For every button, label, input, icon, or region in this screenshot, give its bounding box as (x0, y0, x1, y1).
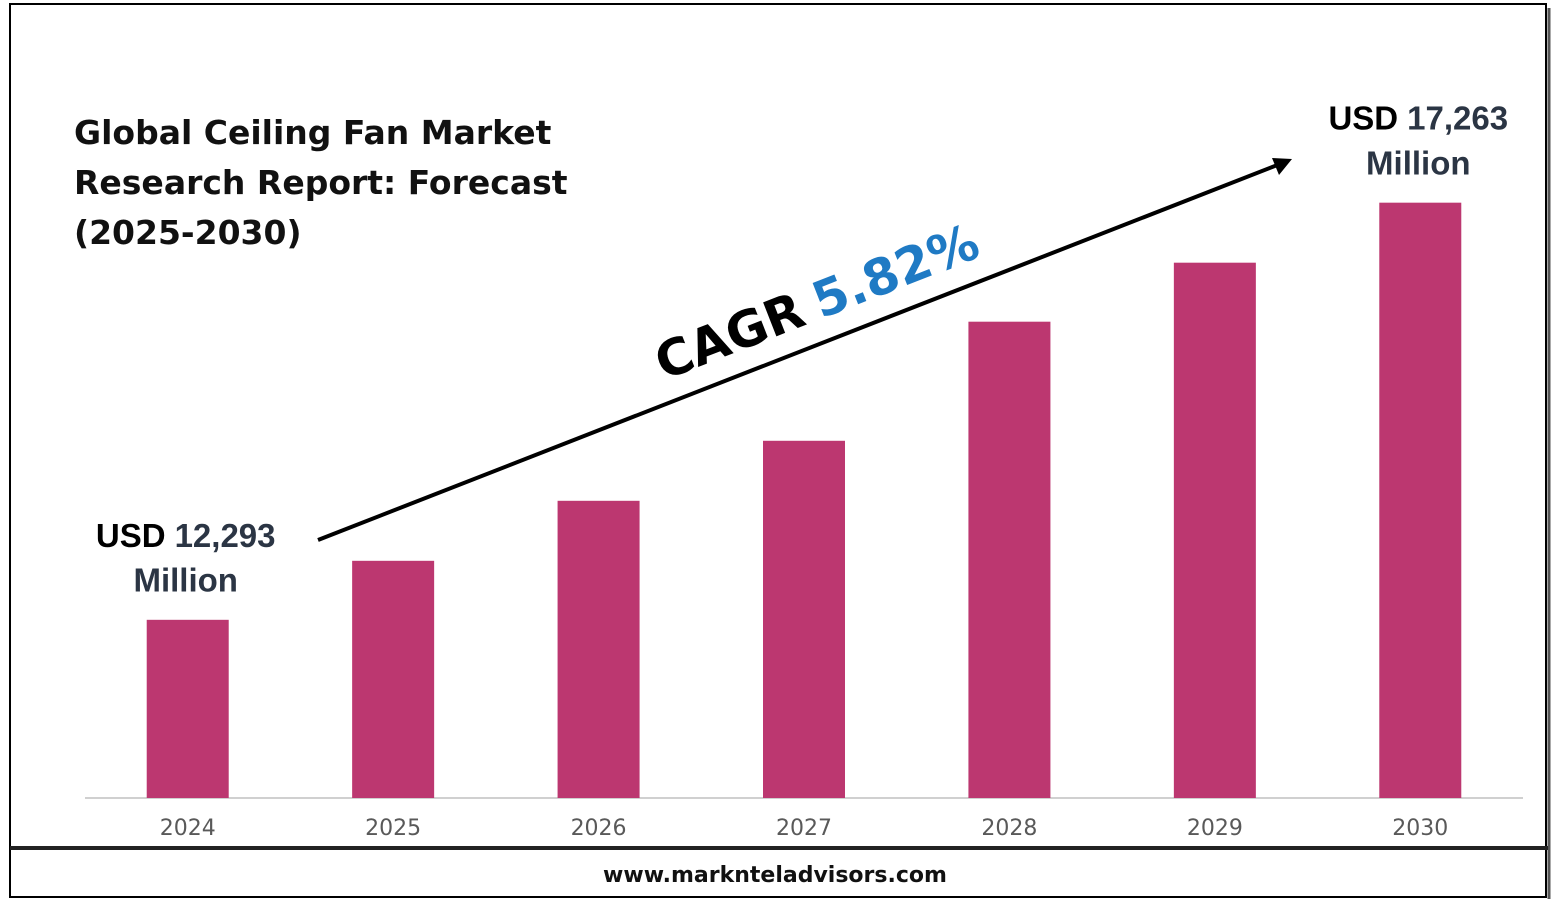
x-tick-label: 2030 (1392, 816, 1448, 841)
bar (352, 560, 435, 798)
x-tick-label: 2026 (571, 816, 627, 841)
cagr-value: 5.82% (804, 212, 987, 329)
frame (9, 3, 1547, 898)
bar (146, 619, 229, 798)
value-label-suffix: Million (133, 562, 237, 599)
x-tick-label: 2029 (1187, 816, 1243, 841)
x-tick-label: 2027 (776, 816, 832, 841)
source: www.marknteladvisors.com (603, 863, 947, 888)
value-label: USD 17,263 (1328, 99, 1508, 136)
bar (557, 500, 640, 798)
bar (1379, 202, 1462, 798)
bar (1173, 262, 1256, 798)
value-label-prefix: USD (1328, 99, 1398, 136)
chart-title: Global Ceiling Fan Market Research Repor… (74, 113, 568, 252)
cagr-arrow (317, 162, 1281, 542)
cagr-annotation: CAGR5.82% (647, 212, 987, 391)
x-tick-label: 2025 (365, 816, 421, 841)
value-label-prefix: USD (96, 517, 166, 554)
x-tick-label: 2028 (981, 816, 1037, 841)
value-label-suffix: Million (1366, 144, 1470, 181)
cagr-arrowhead (1272, 158, 1292, 175)
bar (763, 440, 845, 798)
value-label-number: 17,263 (1407, 99, 1508, 136)
value-label-number: 12,293 (175, 517, 276, 554)
value-label: USD 12,293 (96, 517, 276, 554)
bar (968, 321, 1051, 798)
x-tick-label: 2024 (160, 816, 216, 841)
cagr-label: CAGR (647, 281, 812, 392)
